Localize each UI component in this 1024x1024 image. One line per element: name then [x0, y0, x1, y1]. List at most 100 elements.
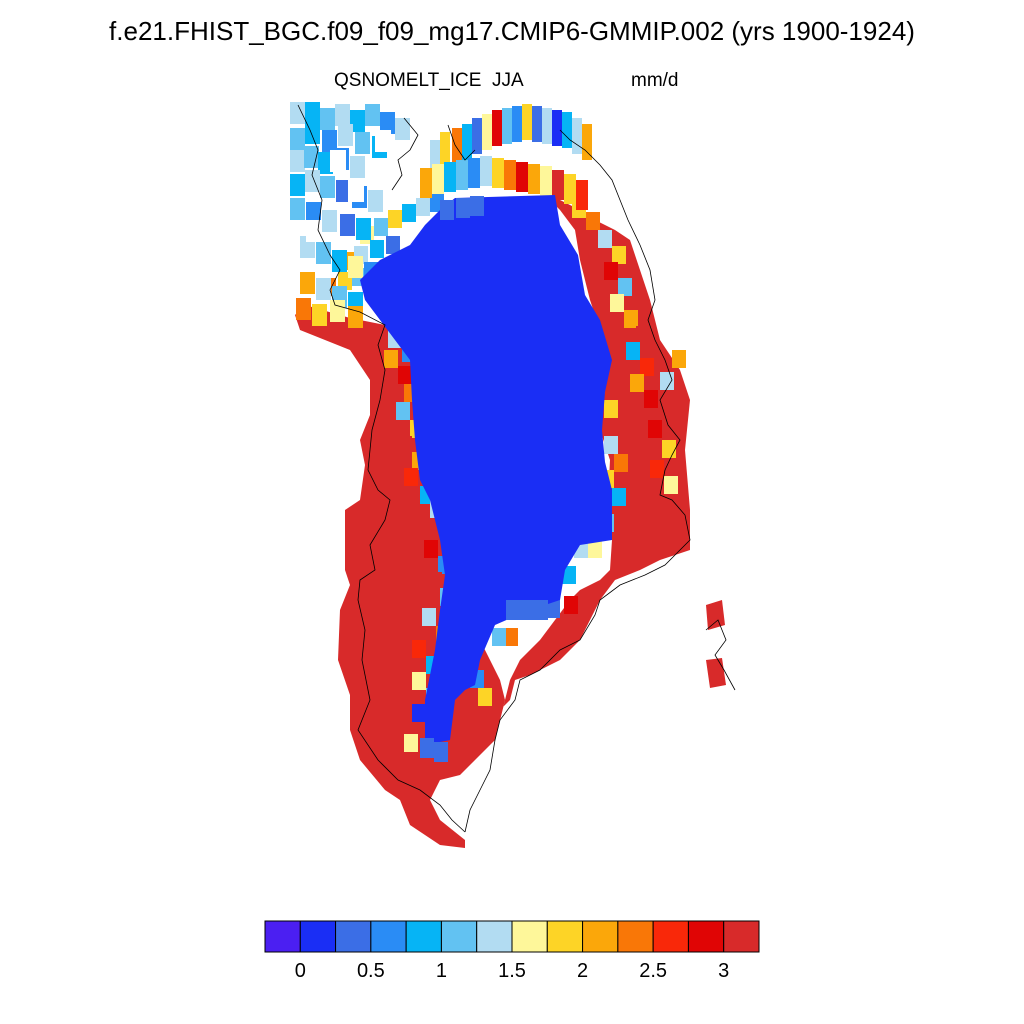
grid-cell — [380, 112, 395, 134]
grid-cell — [356, 218, 371, 240]
grid-cell-empty — [348, 180, 364, 202]
grid-cell — [306, 202, 321, 224]
colorbar-swatch — [582, 920, 619, 953]
grid-cell — [398, 366, 412, 384]
grid-cell — [472, 118, 482, 154]
coastline-outline — [297, 104, 736, 833]
grid-cell — [576, 180, 588, 210]
grid-cell — [355, 132, 370, 154]
grid-cell — [374, 218, 388, 236]
grid-cell — [564, 174, 576, 204]
grid-cell — [626, 342, 640, 360]
grid-cell — [552, 110, 562, 146]
grid-cell — [312, 304, 327, 326]
grid-cell — [612, 488, 626, 506]
grid-cell — [502, 108, 512, 144]
grid-cell — [320, 176, 335, 198]
grid-cell — [322, 210, 337, 232]
plot-title: f.e21.FHIST_BGC.f09_f09_mg17.CMIP6-GMMIP… — [109, 16, 915, 46]
grid-cell — [470, 196, 484, 216]
grid-cell — [422, 608, 436, 626]
grid-cell — [340, 214, 355, 236]
colorbar-tick-label: 2 — [577, 960, 589, 982]
colorbar-swatch — [476, 920, 513, 953]
grid-cell — [318, 152, 333, 174]
grid-cell — [482, 114, 492, 150]
grid-cell — [305, 102, 320, 124]
grid-cell — [348, 256, 363, 278]
grid-cell — [480, 156, 492, 186]
grid-cell — [564, 596, 578, 614]
grid-cell — [300, 272, 315, 294]
colorbar-swatch — [264, 920, 301, 953]
grid-cell — [546, 600, 560, 618]
grid-cell — [618, 418, 632, 436]
colorbar-swatch — [617, 920, 654, 953]
colorbar-tick-label: 1.5 — [498, 960, 526, 982]
grid-cell — [290, 102, 305, 124]
grid-cell — [452, 128, 462, 164]
grid-cell — [336, 180, 351, 202]
grid-cell — [478, 688, 492, 706]
grid-cell — [572, 118, 582, 154]
grid-cell — [604, 436, 618, 454]
grid-cell — [368, 190, 383, 212]
grid-cell — [290, 128, 305, 150]
grid-cell — [440, 200, 454, 220]
grid-cell — [416, 198, 430, 216]
grid-cell — [614, 454, 628, 472]
grid-cell — [522, 104, 532, 140]
grid-cell — [644, 390, 658, 408]
grid-cell — [404, 734, 418, 752]
grid-cell — [456, 160, 468, 190]
grid-cell — [532, 106, 542, 142]
colorbar-swatch — [652, 920, 689, 953]
grid-cell — [316, 278, 331, 300]
grid-cell — [534, 600, 548, 620]
grid-cell — [398, 436, 412, 454]
grid-cell — [338, 124, 353, 146]
grid-cell — [492, 628, 506, 646]
grid-cell — [412, 672, 426, 690]
grid-cell — [552, 170, 564, 200]
grid-cell — [434, 742, 448, 762]
grid-cell — [598, 230, 612, 248]
grid-cell — [290, 150, 305, 172]
grid-cell-empty — [375, 130, 391, 152]
colorbar-swatch — [335, 920, 372, 953]
grid-cell — [586, 212, 600, 230]
grid-cell — [402, 204, 416, 222]
colorbar-swatch — [511, 920, 548, 953]
grid-cell — [528, 164, 540, 194]
grid-cell — [562, 566, 576, 584]
grid-cell-empty — [330, 150, 346, 172]
colorbar-swatch — [405, 920, 442, 953]
grid-cell — [404, 468, 418, 486]
grid-cell — [650, 460, 664, 478]
colorbar-tick-label: 2.5 — [639, 960, 668, 982]
grid-cell — [588, 540, 602, 558]
grid-cell-empty — [306, 220, 322, 242]
grid-cell — [612, 246, 626, 264]
grid-cell — [492, 158, 504, 188]
colorbar-swatch — [299, 920, 337, 953]
grid-cell — [332, 250, 347, 272]
grid-cell — [630, 374, 644, 392]
colorbar-tick-label: 0 — [294, 960, 306, 982]
grid-cell — [424, 540, 438, 558]
grid-cell — [335, 104, 350, 126]
grid-cell — [640, 358, 654, 376]
grid-cell — [296, 298, 311, 320]
colorbar-swatch — [723, 920, 760, 953]
grid-cell — [636, 326, 650, 344]
grid-cell — [468, 158, 480, 188]
grid-cell — [290, 198, 305, 220]
grid-cell — [664, 476, 678, 494]
colorbar-tick-label: 1 — [435, 960, 447, 982]
grid-cell — [386, 236, 400, 254]
grid-cell — [440, 132, 450, 168]
season-label: JJA — [492, 70, 524, 91]
ice-sheet-interior — [360, 195, 612, 745]
